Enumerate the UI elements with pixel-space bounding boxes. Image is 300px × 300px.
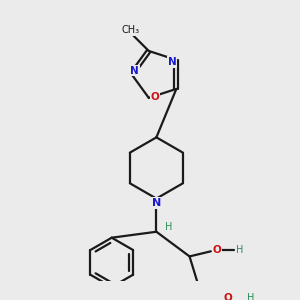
Text: N: N [152,198,161,208]
Text: N: N [168,57,176,67]
Text: H: H [165,222,172,232]
Text: H: H [247,293,254,300]
Text: O: O [223,293,232,300]
Text: O: O [150,92,159,102]
Text: CH₃: CH₃ [122,25,140,35]
Text: H: H [236,244,243,255]
Text: N: N [130,66,139,76]
Text: O: O [212,244,221,255]
